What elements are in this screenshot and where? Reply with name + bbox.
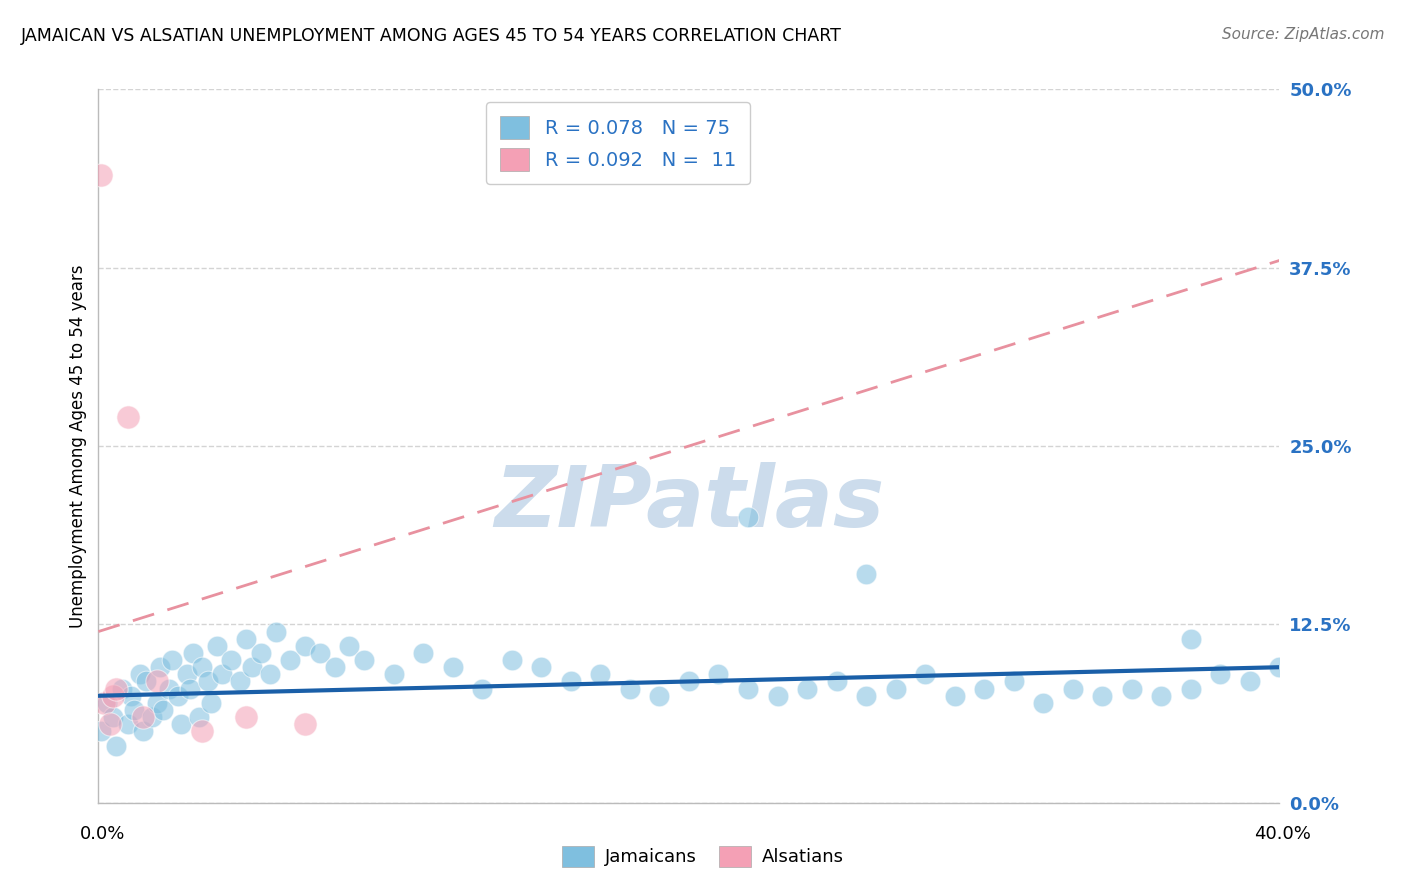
Text: JAMAICAN VS ALSATIAN UNEMPLOYMENT AMONG AGES 45 TO 54 YEARS CORRELATION CHART: JAMAICAN VS ALSATIAN UNEMPLOYMENT AMONG …: [21, 27, 842, 45]
Point: [132, 710, 155, 724]
Point: [678, 674, 700, 689]
Point: [117, 717, 139, 731]
Point: [122, 703, 145, 717]
Point: [1091, 689, 1114, 703]
Point: [648, 689, 671, 703]
Point: [103, 710, 125, 724]
Point: [264, 624, 287, 639]
Point: [96, 696, 118, 710]
Point: [707, 667, 730, 681]
Point: [1180, 632, 1202, 646]
Point: [1209, 667, 1232, 681]
Text: 0.0%: 0.0%: [80, 825, 125, 843]
Point: [90, 168, 112, 182]
Text: ZIPatlas: ZIPatlas: [494, 461, 884, 545]
Point: [309, 646, 332, 660]
Point: [1180, 681, 1202, 696]
Point: [162, 653, 183, 667]
Point: [235, 632, 257, 646]
Point: [501, 653, 523, 667]
Point: [973, 681, 995, 696]
Point: [105, 739, 128, 753]
Point: [943, 689, 966, 703]
Point: [211, 667, 233, 681]
Point: [205, 639, 228, 653]
Point: [1239, 674, 1261, 689]
Point: [737, 681, 759, 696]
Point: [589, 667, 612, 681]
Point: [146, 674, 169, 689]
Point: [471, 681, 494, 696]
Point: [1121, 681, 1143, 696]
Point: [90, 724, 112, 739]
Point: [619, 681, 641, 696]
Point: [1032, 696, 1054, 710]
Point: [1150, 689, 1173, 703]
Point: [294, 639, 316, 653]
Point: [157, 681, 180, 696]
Point: [323, 660, 346, 674]
Point: [766, 689, 789, 703]
Point: [1268, 660, 1291, 674]
Point: [152, 703, 174, 717]
Point: [170, 717, 193, 731]
Legend: Jamaicans, Alsatians: Jamaicans, Alsatians: [555, 838, 851, 874]
Point: [339, 639, 361, 653]
Point: [149, 660, 172, 674]
Point: [191, 724, 214, 739]
Point: [181, 646, 204, 660]
Point: [221, 653, 243, 667]
Point: [294, 717, 316, 731]
Text: Source: ZipAtlas.com: Source: ZipAtlas.com: [1222, 27, 1385, 42]
Point: [412, 646, 434, 660]
Point: [132, 724, 155, 739]
Point: [441, 660, 464, 674]
Point: [855, 689, 877, 703]
Point: [111, 681, 134, 696]
Legend: R = 0.078   N = 75, R = 0.092   N =  11: R = 0.078 N = 75, R = 0.092 N = 11: [486, 103, 749, 185]
Point: [229, 674, 252, 689]
Point: [914, 667, 936, 681]
Point: [117, 410, 139, 425]
Point: [197, 674, 219, 689]
Point: [105, 681, 128, 696]
Point: [825, 674, 848, 689]
Point: [855, 567, 877, 582]
Point: [120, 689, 142, 703]
Point: [235, 710, 257, 724]
Point: [146, 696, 169, 710]
Point: [1062, 681, 1084, 696]
Text: 40.0%: 40.0%: [1254, 825, 1310, 843]
Point: [884, 681, 907, 696]
Point: [135, 674, 157, 689]
Point: [167, 689, 190, 703]
Point: [382, 667, 405, 681]
Point: [737, 510, 759, 524]
Point: [103, 689, 125, 703]
Point: [1002, 674, 1025, 689]
Point: [176, 667, 198, 681]
Point: [191, 660, 214, 674]
Point: [560, 674, 582, 689]
Point: [141, 710, 163, 724]
Point: [187, 710, 209, 724]
Point: [259, 667, 281, 681]
Point: [250, 646, 273, 660]
Point: [200, 696, 222, 710]
Point: [93, 696, 115, 710]
Point: [530, 660, 553, 674]
Point: [280, 653, 302, 667]
Point: [353, 653, 375, 667]
Point: [796, 681, 818, 696]
Point: [179, 681, 201, 696]
Y-axis label: Unemployment Among Ages 45 to 54 years: Unemployment Among Ages 45 to 54 years: [69, 264, 87, 628]
Point: [128, 667, 150, 681]
Point: [98, 717, 121, 731]
Point: [240, 660, 263, 674]
